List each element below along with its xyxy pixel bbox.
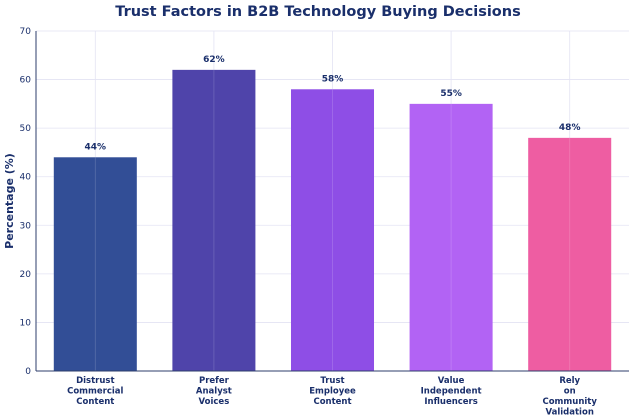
data-label: 55% — [440, 89, 462, 99]
x-tick-label-line: on — [564, 387, 576, 397]
data-label: 44% — [85, 142, 107, 152]
x-tick-label-line: Validation — [546, 408, 594, 418]
x-tick-label-line: Trust — [320, 376, 344, 386]
y-tick-label: 60 — [20, 76, 32, 86]
data-labels: 44% 62% 58% 55% 48% — [85, 55, 581, 152]
bar — [290, 89, 375, 372]
x-tick-label-line: Content — [313, 397, 351, 407]
data-label: 48% — [559, 123, 581, 133]
y-tick-label: 0 — [25, 367, 31, 377]
x-tick-label-line: Distrust — [76, 376, 114, 386]
x-tick-label-line: Independent — [421, 387, 482, 397]
x-tick-label-line: Influencers — [424, 397, 477, 407]
x-tick-label-line: Value — [438, 376, 465, 386]
x-tick-label: Distrust Commercial Content — [67, 376, 123, 407]
y-tick-label: 30 — [20, 221, 32, 231]
y-tick-label: 40 — [20, 173, 32, 183]
bar — [172, 69, 256, 371]
data-label: 62% — [203, 55, 225, 65]
y-tick-label: 20 — [20, 270, 32, 280]
y-axis-label: Percentage (%) — [3, 153, 16, 249]
y-tick-label: 50 — [20, 124, 32, 134]
bar — [528, 137, 612, 371]
x-tick-label: Rely on Community Validation — [542, 376, 597, 418]
bars — [53, 69, 612, 372]
x-tick-label-line: Content — [76, 397, 114, 407]
x-tick-label: Trust Employee Content — [309, 376, 356, 407]
x-tick-label: Prefer Analyst Voices — [196, 376, 232, 407]
x-tick-label-line: Prefer — [199, 376, 230, 386]
x-tick-label-line: Commercial — [67, 387, 123, 397]
bar — [53, 157, 137, 371]
x-tick-label-line: Rely — [559, 376, 580, 386]
bar — [409, 103, 493, 371]
y-axis-ticks: 0 10 20 30 40 50 60 70 — [20, 27, 32, 377]
y-tick-label: 10 — [20, 318, 32, 328]
x-tick-label-line: Voices — [199, 397, 230, 407]
chart-title: Trust Factors in B2B Technology Buying D… — [115, 4, 520, 20]
x-tick-label-line: Analyst — [196, 387, 232, 397]
x-tick-label-line: Community — [542, 397, 597, 407]
x-tick-label: Value Independent Influencers — [421, 376, 482, 407]
y-tick-label: 70 — [20, 27, 32, 37]
data-label: 58% — [322, 74, 344, 84]
x-tick-label-line: Employee — [309, 387, 356, 397]
